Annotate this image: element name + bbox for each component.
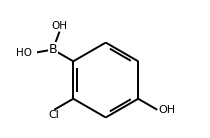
Text: B: B (49, 43, 57, 56)
Text: OH: OH (158, 105, 175, 115)
Text: HO: HO (16, 48, 32, 58)
Text: OH: OH (51, 21, 67, 31)
Text: Cl: Cl (49, 111, 60, 120)
